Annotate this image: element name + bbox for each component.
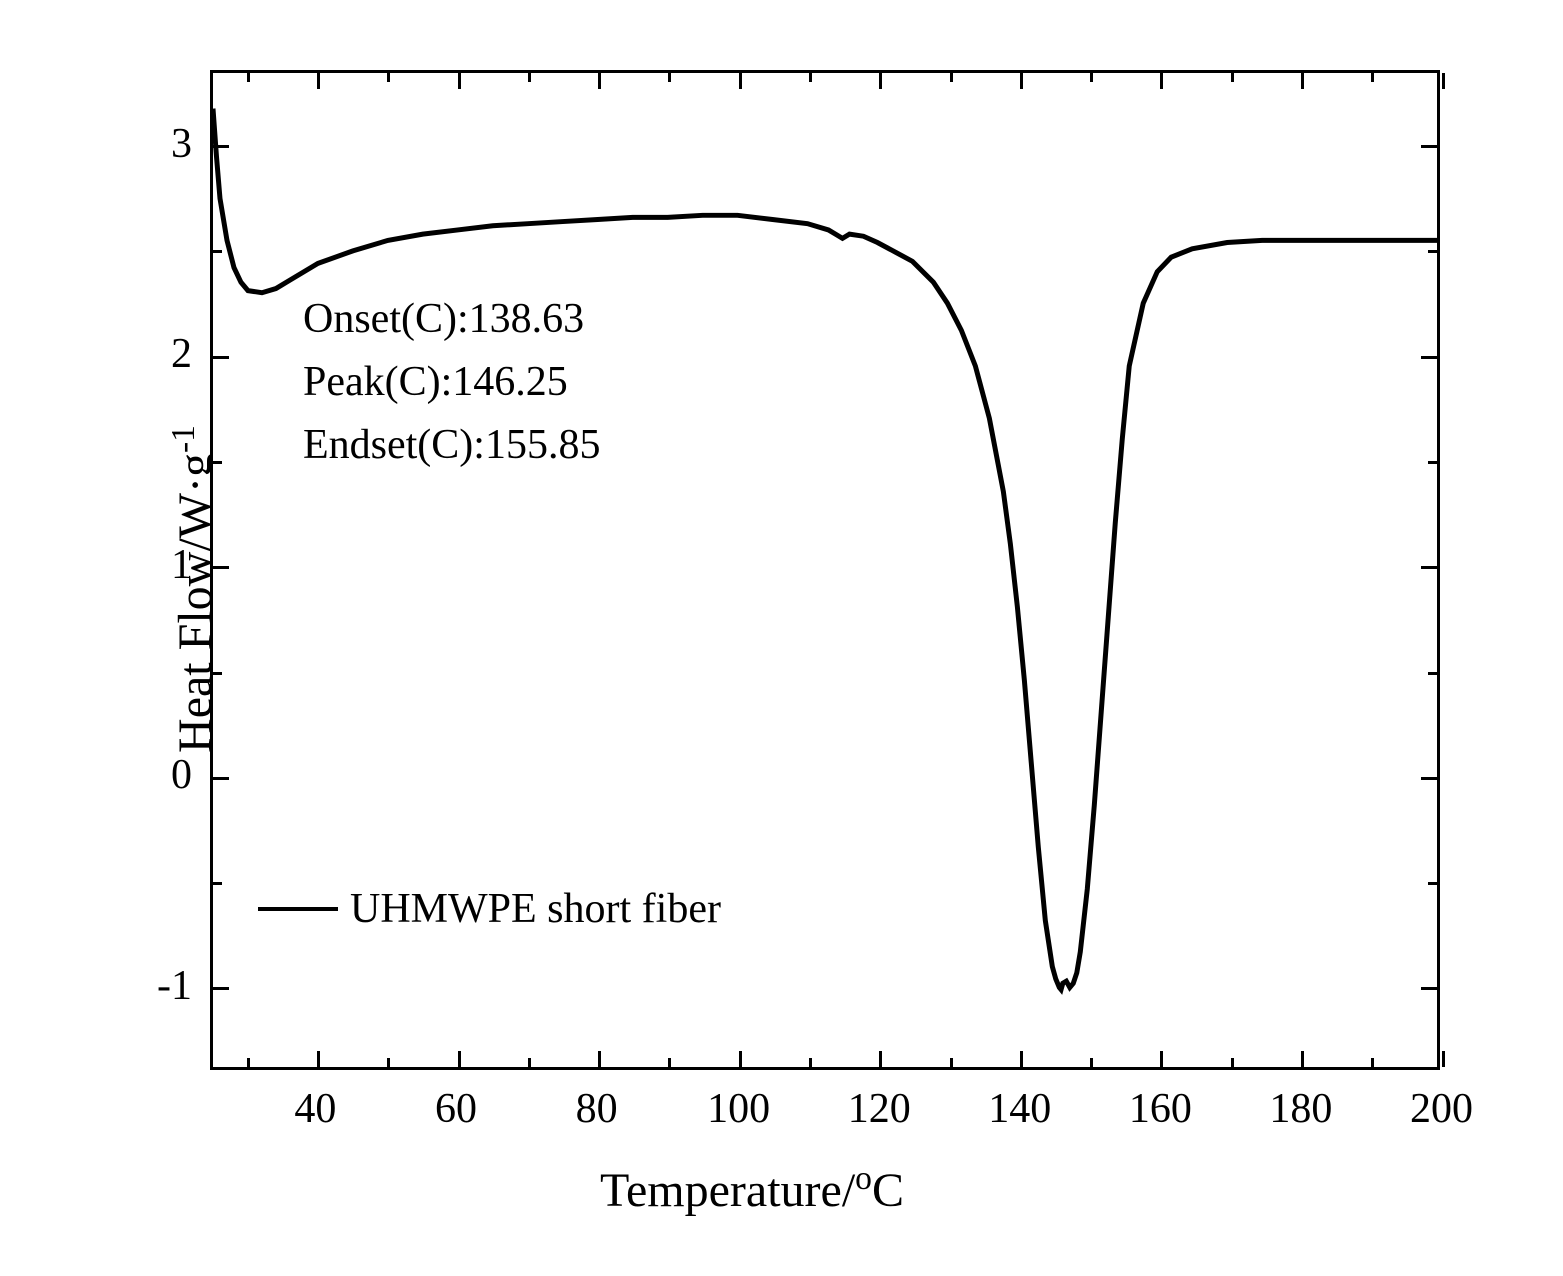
x-tick-label: 160 [1129,1085,1189,1133]
x-major-tick [879,1051,882,1067]
y-major-tick [213,145,229,148]
annotation-endset: Endset(C):155.85 [303,414,600,477]
x-minor-tick [247,1058,250,1067]
plot-area: Onset(C):138.63 Peak(C):146.25 Endset(C)… [210,70,1440,1070]
x-minor-tick [1090,1058,1093,1067]
x-major-tick-top [879,73,882,89]
y-major-tick [213,777,229,780]
y-minor-tick [213,672,222,675]
x-major-tick-top [1442,73,1445,89]
x-axis-label-suffix: C [872,1164,904,1217]
x-tick-label: 140 [988,1085,1048,1133]
dsc-chart: Heat Flow/W·g-1 Temperature/oC -10123 40… [60,40,1500,1240]
y-minor-tick-right [1428,882,1437,885]
legend-label: UHMWPE short fiber [350,885,721,933]
x-axis-label-degree: o [855,1160,872,1197]
y-tick-label: 3 [132,120,192,168]
y-minor-tick-right [1428,250,1437,253]
y-major-tick-right [1421,145,1437,148]
x-major-tick-top [458,73,461,89]
y-major-tick [213,566,229,569]
x-minor-tick-top [668,73,671,82]
x-major-tick [1442,1051,1445,1067]
x-tick-label: 180 [1269,1085,1329,1133]
x-minor-tick [387,1058,390,1067]
x-tick-label: 40 [285,1085,345,1133]
y-major-tick-right [1421,356,1437,359]
x-minor-tick-top [247,73,250,82]
y-major-tick-right [1421,987,1437,990]
y-tick-label: 0 [132,751,192,799]
legend-line [258,907,338,911]
x-major-tick-top [1020,73,1023,89]
x-major-tick [317,1051,320,1067]
legend: UHMWPE short fiber [258,885,721,933]
x-minor-tick-top [950,73,953,82]
x-minor-tick [668,1058,671,1067]
y-minor-tick-right [1428,672,1437,675]
y-major-tick [213,987,229,990]
x-minor-tick [809,1058,812,1067]
x-minor-tick-top [809,73,812,82]
y-minor-tick [213,461,222,464]
x-tick-label: 200 [1410,1085,1470,1133]
y-axis-label-super: -1 [165,425,202,453]
y-tick-label: -1 [132,962,192,1010]
x-major-tick-top [317,73,320,89]
x-minor-tick-top [1231,73,1234,82]
y-minor-tick [213,882,222,885]
annotation-peak: Peak(C):146.25 [303,351,568,414]
x-minor-tick-top [387,73,390,82]
x-major-tick-top [598,73,601,89]
x-tick-label: 80 [567,1085,627,1133]
x-major-tick [1160,1051,1163,1067]
x-tick-label: 120 [848,1085,908,1133]
x-major-tick [598,1051,601,1067]
y-major-tick-right [1421,777,1437,780]
x-minor-tick [528,1058,531,1067]
y-minor-tick-right [1428,461,1437,464]
x-major-tick [458,1051,461,1067]
x-tick-label: 100 [707,1085,767,1133]
x-minor-tick-top [1090,73,1093,82]
x-major-tick-top [1160,73,1163,89]
dsc-curve-path [213,109,1437,990]
x-axis-label: Temperature/oC [600,1160,904,1218]
x-major-tick [1301,1051,1304,1067]
x-minor-tick-top [528,73,531,82]
x-major-tick [739,1051,742,1067]
x-major-tick-top [1301,73,1304,89]
x-major-tick-top [739,73,742,89]
x-major-tick [1020,1051,1023,1067]
x-minor-tick [1231,1058,1234,1067]
x-axis-label-prefix: Temperature/ [600,1164,855,1217]
annotation-onset: Onset(C):138.63 [303,288,584,351]
y-tick-label: 2 [132,330,192,378]
x-tick-label: 60 [426,1085,486,1133]
x-minor-tick-top [1371,73,1374,82]
y-major-tick-right [1421,566,1437,569]
x-minor-tick [950,1058,953,1067]
y-tick-label: 1 [132,541,192,589]
y-major-tick [213,356,229,359]
y-minor-tick [213,250,222,253]
x-minor-tick [1371,1058,1374,1067]
